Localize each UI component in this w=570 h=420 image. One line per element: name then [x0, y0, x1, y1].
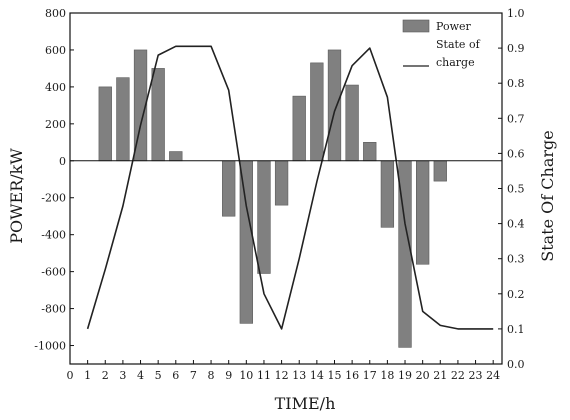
x-tick-label: 5	[155, 369, 162, 382]
power-bar	[222, 160, 236, 217]
y2-tick-label: 0.1	[507, 323, 525, 336]
y2-tick-label: 0.9	[507, 42, 525, 55]
power-bar	[380, 160, 395, 228]
y2-tick-label: 0.3	[507, 253, 525, 266]
y2-tick-label: 1.0	[507, 7, 525, 20]
x-axis-title: TIME/h	[275, 394, 336, 413]
x-tick-label: 17	[363, 369, 377, 382]
y-tick-label: -1000	[34, 340, 66, 353]
y-tick-label: -200	[41, 192, 66, 205]
x-tick-label: 24	[486, 369, 500, 382]
x-tick-label: 11	[257, 369, 271, 382]
y-tick-label: 400	[45, 81, 66, 94]
power-bar	[169, 151, 183, 162]
power-bar	[239, 160, 253, 324]
x-tick-label: 9	[225, 369, 232, 382]
legend-label-power: Power	[436, 20, 472, 33]
power-bar	[327, 49, 342, 162]
legend-label-soc: State of charge	[436, 38, 481, 69]
power-bar	[310, 62, 324, 162]
power-bar	[433, 160, 447, 182]
x-tick-label: 19	[398, 369, 412, 382]
power-bar	[345, 84, 359, 162]
power-bar	[274, 160, 289, 206]
x-tick-label: 4	[137, 369, 144, 382]
power-bar	[116, 77, 130, 162]
x-tick-label: 13	[292, 369, 306, 382]
y2-tick-label: 0.0	[507, 358, 525, 371]
power-bar	[257, 160, 271, 274]
power-bar	[151, 68, 165, 162]
power-bar	[363, 142, 377, 162]
y-tick-label: -400	[41, 229, 66, 242]
x-tick-label: 16	[345, 369, 359, 382]
y-axis-title: POWER/kW	[7, 148, 26, 244]
x-tick-label: 15	[327, 369, 341, 382]
y-tick-label: 0	[59, 155, 66, 168]
x-tick-label: 21	[433, 369, 447, 382]
x-tick-label: 23	[469, 369, 483, 382]
x-tick-label: 12	[275, 369, 289, 382]
y2-tick-label: 0.8	[507, 77, 525, 90]
x-tick-label: 8	[208, 369, 215, 382]
y-tick-label: 800	[45, 7, 66, 20]
y2-tick-label: 0.4	[507, 218, 525, 231]
y-tick-label: 600	[45, 44, 66, 57]
x-tick-label: 0	[67, 369, 74, 382]
power-bar	[292, 95, 306, 162]
y2-tick-label: 0.5	[507, 183, 525, 196]
x-tick-label: 2	[102, 369, 109, 382]
y-tick-label: -800	[41, 303, 66, 316]
legend: Power State of charge	[402, 19, 481, 69]
x-tick-label: 6	[172, 369, 179, 382]
x-tick-label: 1	[84, 369, 91, 382]
x-tick-label: 20	[416, 369, 430, 382]
x-tick-label: 14	[310, 369, 324, 382]
x-tick-label: 18	[380, 369, 394, 382]
power-bar	[416, 160, 430, 265]
y-tick-label: 200	[45, 118, 66, 131]
x-tick-label: 22	[451, 369, 465, 382]
y-tick-label: -600	[41, 266, 66, 279]
y2-tick-label: 0.6	[507, 147, 525, 160]
x-tick-label: 7	[190, 369, 197, 382]
legend-bar-swatch	[402, 19, 430, 33]
y2-tick-label: 0.7	[507, 112, 525, 125]
power-bar	[98, 86, 112, 162]
soc-line	[86, 45, 494, 330]
x-tick-label: 10	[239, 369, 253, 382]
x-tick-label: 3	[119, 369, 126, 382]
y2-axis-title: State Of Charge	[538, 130, 557, 261]
y2-tick-label: 0.2	[507, 288, 525, 301]
